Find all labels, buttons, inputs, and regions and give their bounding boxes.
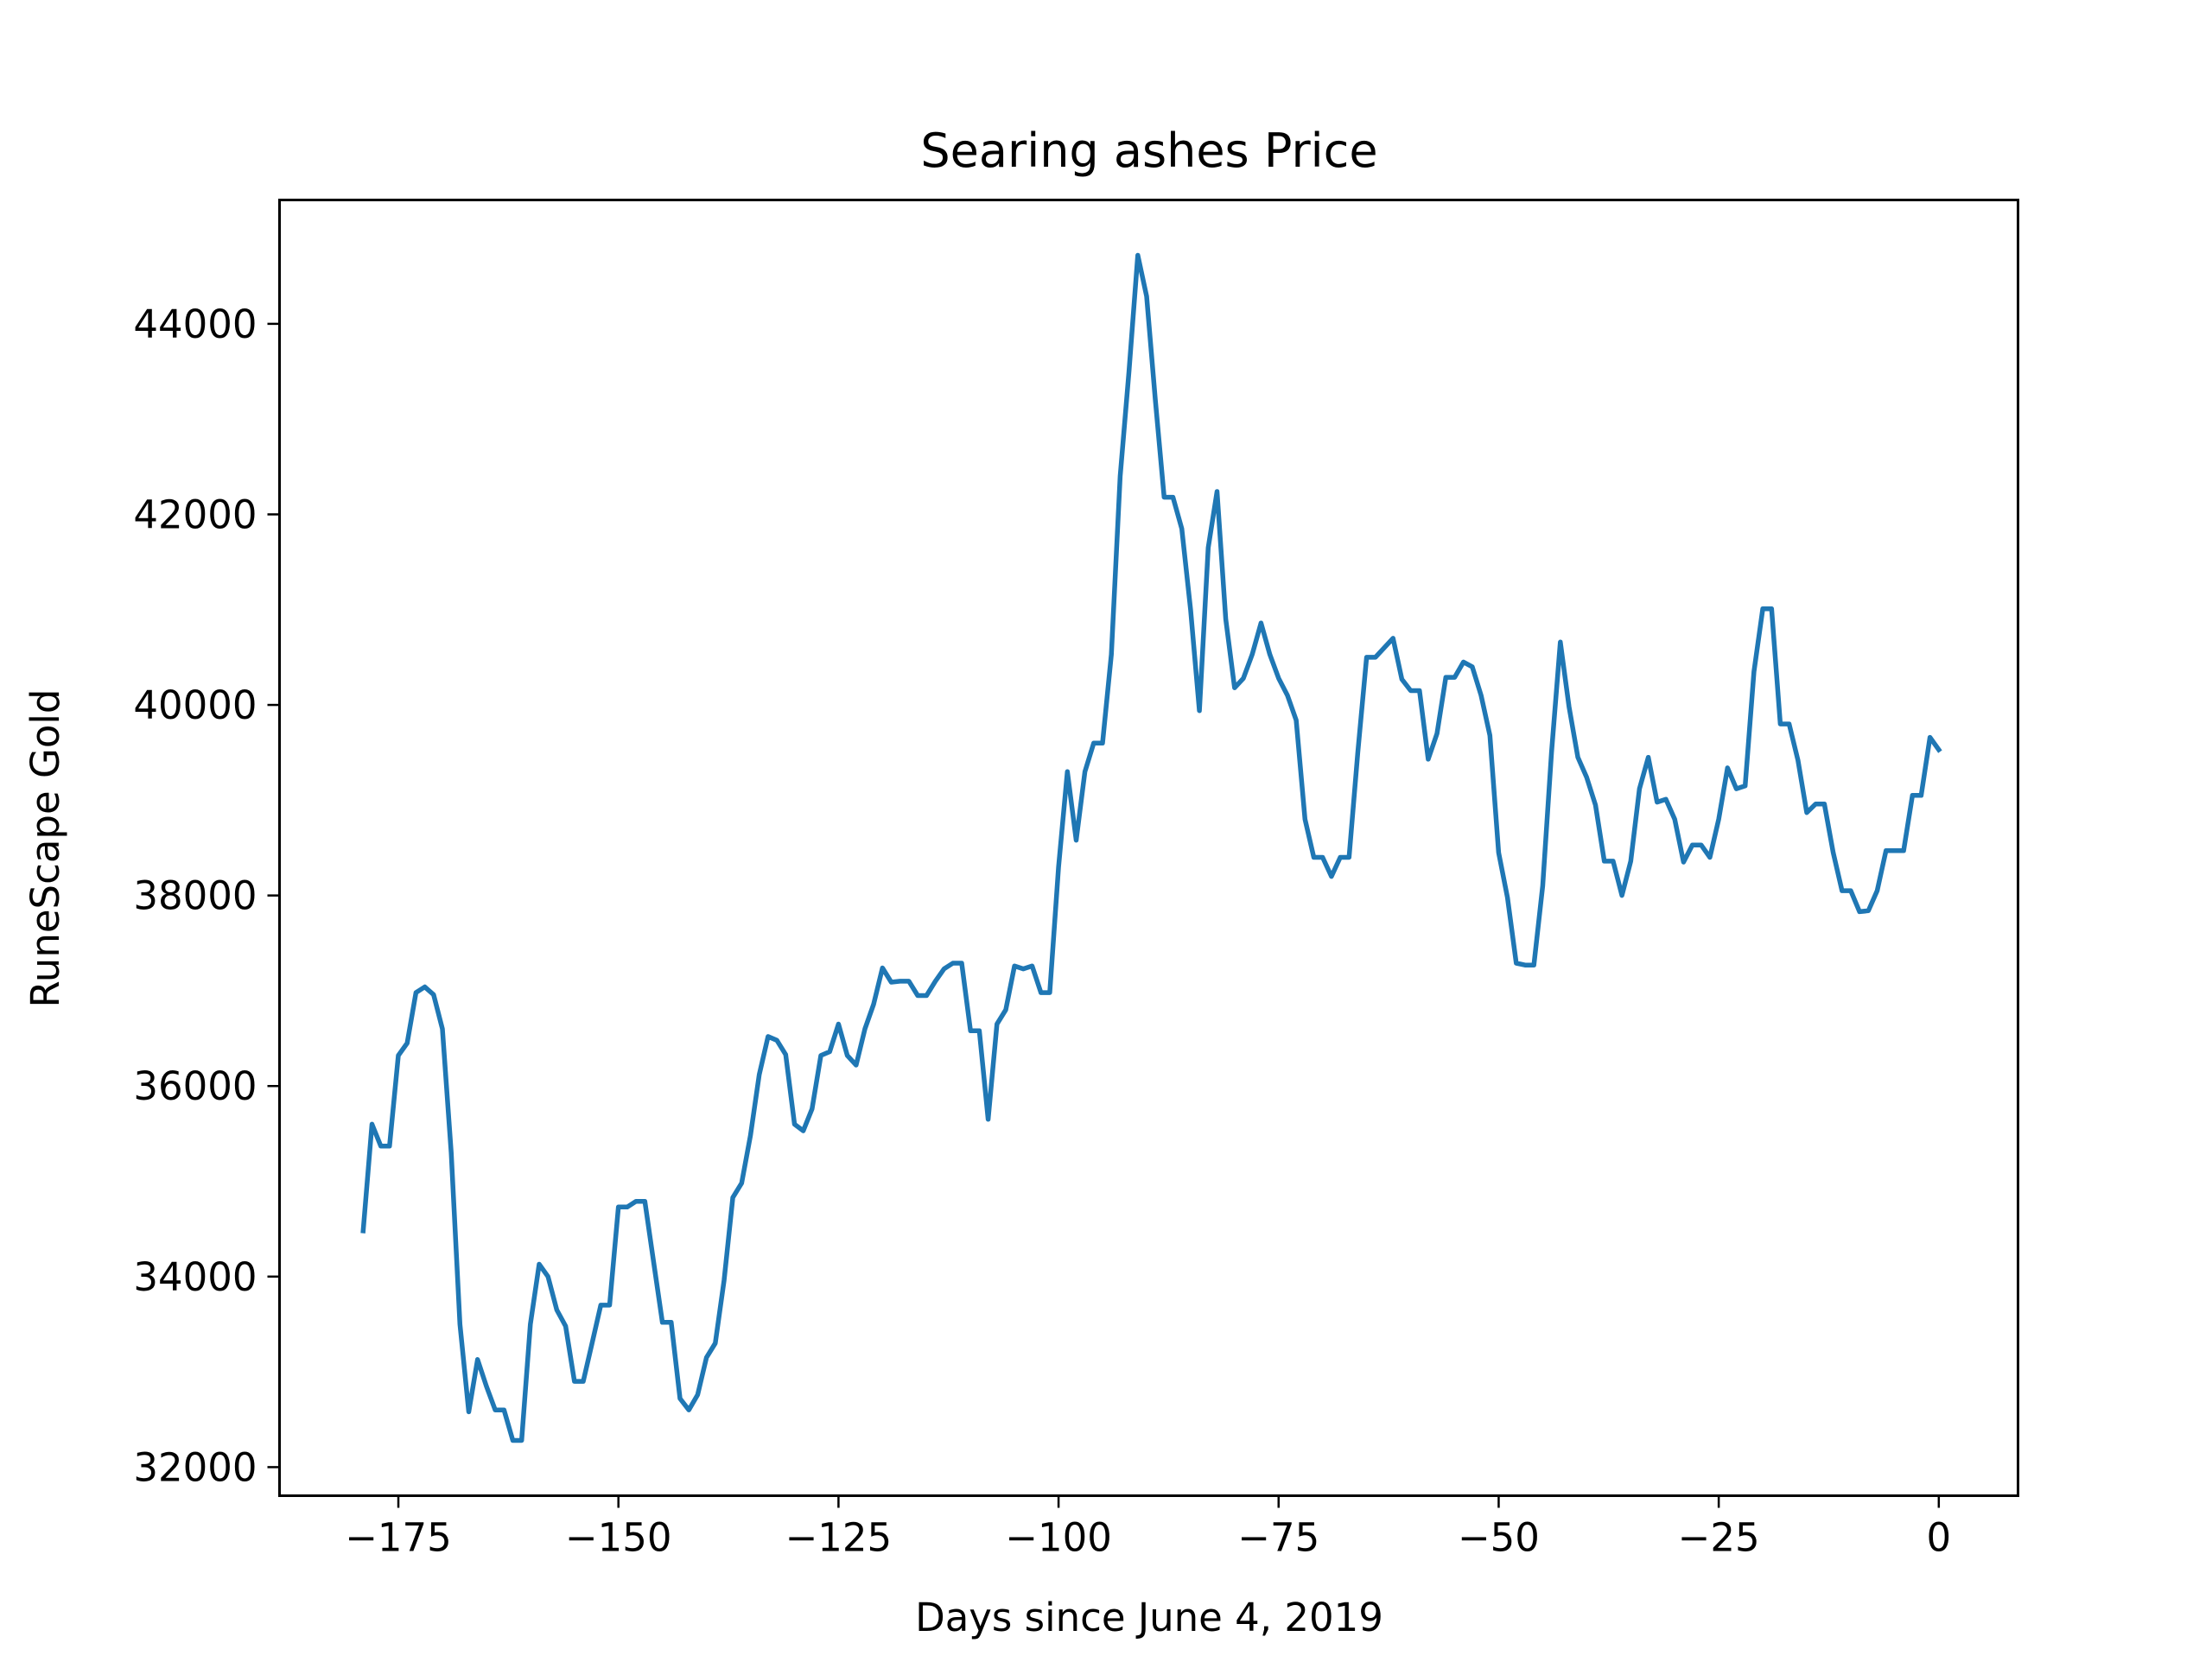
x-tick-label: −100 [1005, 1515, 1112, 1561]
y-tick-label: 44000 [133, 301, 257, 347]
y-tick-label: 32000 [133, 1444, 257, 1490]
y-tick-label: 34000 [133, 1254, 257, 1300]
axes-frame [278, 199, 2019, 1497]
price-series-line [360, 252, 1942, 1443]
y-tick-label: 38000 [133, 873, 257, 919]
x-tick-label: −150 [565, 1515, 672, 1561]
x-tick-label: −25 [1678, 1515, 1760, 1561]
x-tick-label: −175 [345, 1515, 452, 1561]
x-axis-ticks: −175 −150 −125 −100 −75 −50 −25 0 [345, 1495, 1951, 1561]
plot-area [360, 252, 1942, 1443]
y-axis-ticks: 32000 34000 36000 38000 40000 42000 44000 [133, 301, 280, 1490]
x-tick-label: −50 [1458, 1515, 1540, 1561]
x-tick-label: −125 [785, 1515, 893, 1561]
chart-title: Searing ashes Price [920, 124, 1377, 178]
y-axis-label: RuneScape Gold [22, 689, 68, 1008]
y-tick-label: 42000 [133, 492, 257, 537]
x-tick-label: 0 [1926, 1515, 1951, 1561]
y-tick-label: 36000 [133, 1063, 257, 1109]
x-axis-label: Days since June 4, 2019 [915, 1595, 1383, 1640]
y-tick-label: 40000 [133, 682, 257, 728]
x-tick-label: −75 [1237, 1515, 1319, 1561]
